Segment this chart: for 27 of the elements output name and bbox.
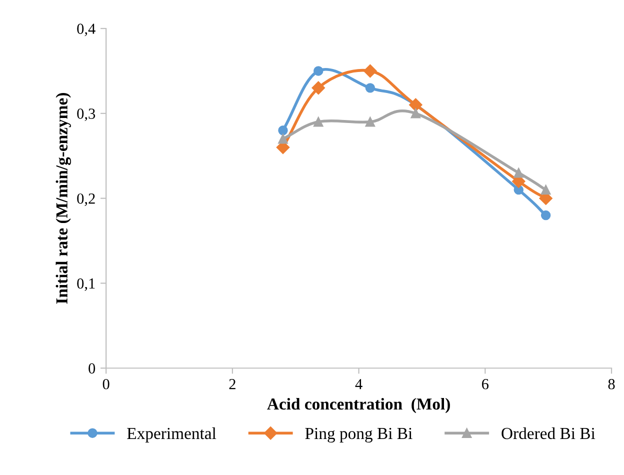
point: [312, 81, 325, 95]
y-axis-title: Initial rate (M/min/g-enzyme): [56, 93, 72, 304]
x-tick-label: 4: [355, 379, 362, 390]
x-tick-label: 6: [482, 379, 489, 390]
legend-label: Experimental: [127, 427, 216, 442]
point: [314, 66, 324, 76]
x-tick-label: 0: [102, 378, 110, 390]
y-tick-label: 0,1: [77, 278, 95, 291]
point: [278, 134, 288, 144]
y-tick-label: 0,4: [77, 24, 96, 36]
point: [410, 108, 421, 118]
x-axis-title: Acid concentration (Mol): [267, 398, 450, 414]
legend-label: Ping pong Bi Bi: [305, 428, 412, 443]
x-tick-label: 8: [608, 378, 615, 390]
point: [364, 64, 377, 78]
legend-label: Ordered Bi Bi: [502, 427, 596, 440]
point: [314, 117, 324, 127]
point: [540, 210, 551, 220]
point: [278, 126, 288, 136]
y-tick-label: 0,2: [77, 193, 95, 206]
point: [514, 168, 524, 178]
point: [540, 184, 551, 195]
point: [365, 83, 376, 93]
x-tick-label: 2: [229, 379, 236, 390]
y-tick-label: 0: [88, 363, 96, 374]
point: [365, 117, 376, 127]
y-tick-label: 0,3: [77, 108, 96, 122]
